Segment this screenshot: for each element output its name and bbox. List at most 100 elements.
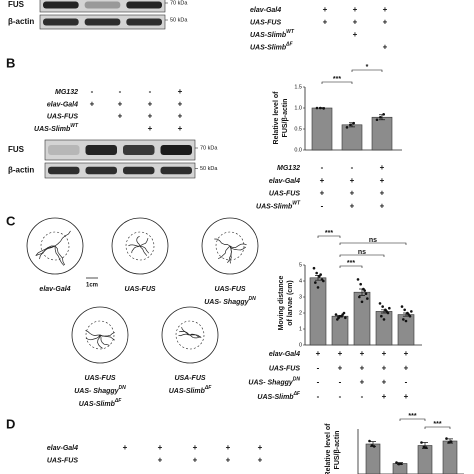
condition-mark: + [360, 349, 365, 358]
y-axis-label: Relative level of [273, 91, 280, 145]
condition-mark: + [338, 363, 343, 372]
condition-mark: + [316, 349, 321, 358]
data-point [445, 437, 448, 440]
blot-band [43, 18, 79, 26]
data-point [385, 310, 388, 313]
label-text: elav-Gal4 [250, 7, 281, 14]
bar [397, 314, 415, 346]
significance-label: *** [347, 260, 355, 267]
larva-track [85, 330, 101, 336]
label-text: UAS-FUS [47, 113, 78, 120]
data-point [356, 278, 360, 281]
y-tick-label: 1.0 [294, 105, 302, 111]
data-point [319, 106, 322, 110]
condition-label: elav-Gal4 [269, 178, 300, 185]
larva-track [131, 245, 141, 254]
condition-mark: + [226, 456, 231, 465]
superscript: ΔF [204, 385, 212, 391]
condition-label: UAS-FUS [214, 286, 245, 293]
condition-mark: + [360, 363, 365, 372]
larva-track [35, 245, 56, 256]
y-tick-label: 3 [299, 294, 302, 300]
condition-mark: + [383, 18, 388, 27]
data-point [358, 295, 361, 299]
data-point [382, 318, 386, 321]
data-point [381, 305, 384, 308]
significance-bracket [321, 81, 353, 84]
data-point [319, 273, 322, 276]
larva-track [128, 244, 141, 247]
data-point [315, 106, 319, 110]
data-point [403, 308, 406, 312]
significance-label: *** [333, 76, 341, 83]
data-point [363, 289, 366, 292]
label-text: UAS-FUS [269, 190, 300, 197]
condition-label: UAS-FUS [269, 190, 300, 197]
label-text: MG132 [277, 165, 300, 172]
condition-mark: - [339, 378, 342, 387]
condition-mark: + [353, 5, 358, 14]
condition-mark: - [351, 163, 354, 172]
data-point [402, 318, 405, 321]
condition-mark: + [382, 378, 387, 387]
label-text: UAS- Shaggy [204, 299, 249, 306]
blot-label: FUS [8, 145, 25, 154]
condition-mark: - [317, 363, 320, 372]
arena [201, 217, 259, 275]
condition-mark: + [380, 163, 385, 172]
larva-track [139, 245, 148, 256]
blot-marker: 70 kDa [200, 145, 218, 151]
y-tick-label: 0.0 [294, 147, 302, 153]
condition-label: elav-Gal4 [47, 445, 78, 452]
significance-bracket [351, 69, 383, 72]
blot-band [48, 166, 80, 175]
data-point [322, 107, 325, 110]
condition-mark: + [323, 5, 328, 14]
condition-mark: + [383, 43, 388, 52]
blot-band [43, 1, 79, 9]
condition-mark: + [148, 112, 153, 121]
condition-label: UAS-SlimbΔF [79, 398, 123, 408]
condition-mark: + [226, 443, 231, 452]
condition-mark: + [404, 349, 409, 358]
larva-track [139, 245, 150, 254]
condition-mark: - [317, 392, 320, 401]
significance-bracket [424, 426, 451, 429]
blot-label: β-actin [8, 17, 34, 26]
larva-track [229, 245, 246, 251]
superscript: WT [292, 201, 301, 207]
condition-mark: + [350, 189, 355, 198]
condition-label: UAS-FUS [269, 365, 300, 372]
superscript: WT [286, 29, 295, 35]
data-point [420, 441, 423, 444]
condition-mark: + [353, 30, 358, 39]
condition-mark: + [193, 456, 198, 465]
label-text: UAS-Slimb [79, 401, 116, 408]
condition-mark: + [148, 99, 153, 108]
condition-mark: + [178, 99, 183, 108]
blot-band [123, 166, 155, 175]
condition-mark: + [353, 18, 358, 27]
condition-mark: + [320, 189, 325, 198]
label-text: UAS- Shaggy [248, 379, 293, 386]
data-point [312, 266, 316, 270]
data-point [410, 310, 413, 313]
y-tick-label: 0 [299, 342, 302, 348]
data-point [322, 279, 325, 283]
data-point [397, 462, 401, 466]
condition-mark: + [118, 112, 123, 121]
blot-marker: 50 kDa [170, 17, 188, 23]
data-point [388, 306, 391, 310]
condition-label: UAS-FUS [84, 375, 115, 382]
condition-label: UAS-FUS [47, 457, 78, 464]
data-point [338, 314, 342, 318]
data-point [345, 126, 349, 129]
blot-strip [44, 162, 196, 179]
condition-mark: + [90, 99, 95, 108]
larva-track [229, 243, 247, 248]
arena-inner [85, 320, 115, 350]
data-point [336, 318, 339, 321]
superscript: ΔF [293, 391, 301, 397]
blot-band [48, 145, 80, 155]
label-text: UAS-FUS [214, 286, 245, 293]
